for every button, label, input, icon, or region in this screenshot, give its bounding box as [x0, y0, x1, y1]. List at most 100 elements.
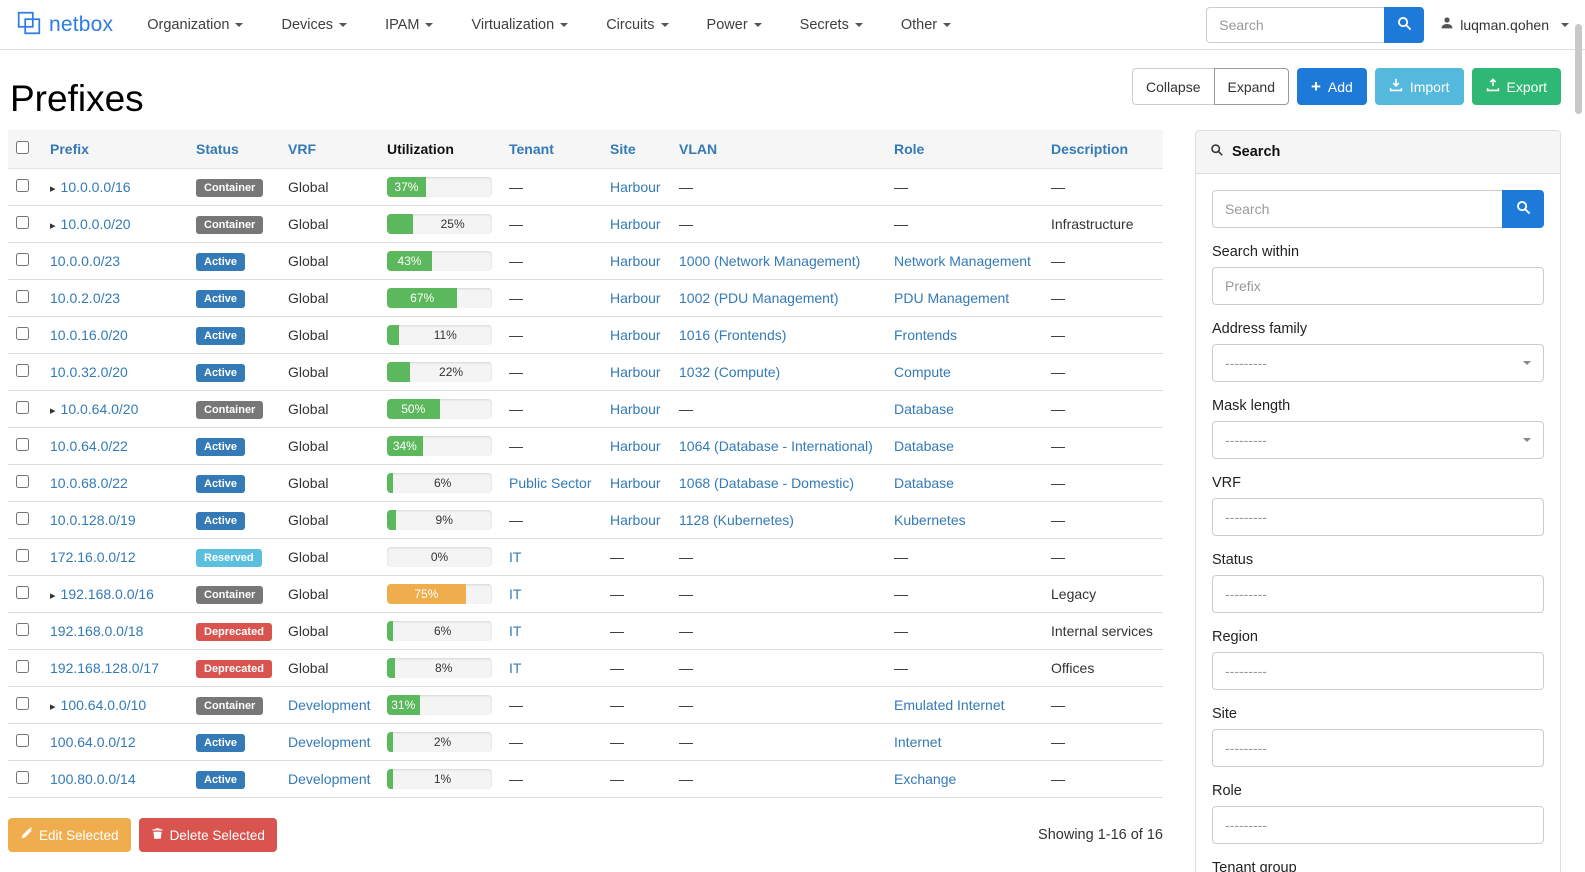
prefix-link[interactable]: 10.0.0.0/16	[60, 179, 131, 195]
netbox-logo[interactable]: netbox	[16, 10, 113, 39]
nav-item-power[interactable]: Power	[707, 17, 762, 33]
delete-selected-button[interactable]: Delete Selected	[138, 818, 277, 852]
filter-select-status[interactable]: ---------	[1212, 575, 1544, 613]
site-link[interactable]: Harbour	[610, 216, 661, 232]
prefix-link[interactable]: 172.16.0.0/12	[50, 549, 136, 565]
prefix-link[interactable]: 100.80.0.0/14	[50, 771, 136, 787]
site-link[interactable]: Harbour	[610, 438, 661, 454]
row-checkbox[interactable]	[16, 364, 29, 377]
role-link[interactable]: Database	[894, 438, 954, 454]
row-checkbox[interactable]	[16, 734, 29, 747]
site-link[interactable]: Harbour	[610, 401, 661, 417]
column-header-vlan[interactable]: VLAN	[679, 141, 718, 157]
sidebar-search-button[interactable]	[1502, 190, 1544, 228]
column-header-status[interactable]: Status	[196, 141, 239, 157]
role-link[interactable]: Frontends	[894, 327, 958, 343]
row-checkbox[interactable]	[16, 512, 29, 525]
vlan-link[interactable]: 1016 (Frontends)	[679, 327, 787, 343]
prefix-link[interactable]: 10.0.64.0/22	[50, 438, 128, 454]
prefix-link[interactable]: 10.0.16.0/20	[50, 327, 128, 343]
vlan-link[interactable]: 1000 (Network Management)	[679, 253, 861, 269]
scrollbar[interactable]	[1575, 24, 1582, 114]
row-checkbox[interactable]	[16, 327, 29, 340]
vlan-link[interactable]: 1032 (Compute)	[679, 364, 781, 380]
row-checkbox[interactable]	[16, 290, 29, 303]
role-link[interactable]: Network Management	[894, 253, 1031, 269]
add-button[interactable]: + Add	[1296, 68, 1367, 105]
user-menu[interactable]: luqman.qohen	[1440, 16, 1569, 33]
column-header-prefix[interactable]: Prefix	[50, 141, 89, 157]
row-checkbox[interactable]	[16, 771, 29, 784]
column-header-site[interactable]: Site	[610, 141, 636, 157]
filter-select-role[interactable]: ---------	[1212, 806, 1544, 844]
filter-select-region[interactable]: ---------	[1212, 652, 1544, 690]
expand-button[interactable]: Expand	[1213, 68, 1289, 105]
vlan-link[interactable]: 1064 (Database - International)	[679, 438, 873, 454]
filter-select-vrf[interactable]: ---------	[1212, 498, 1544, 536]
role-link[interactable]: Emulated Internet	[894, 697, 1005, 713]
role-link[interactable]: Compute	[894, 364, 951, 380]
prefix-link[interactable]: 10.0.2.0/23	[50, 290, 121, 306]
tenant-link[interactable]: IT	[509, 660, 522, 676]
site-link[interactable]: Harbour	[610, 512, 661, 528]
filter-select-address-family[interactable]: ---------	[1212, 344, 1544, 382]
row-checkbox[interactable]	[16, 438, 29, 451]
filter-select-site[interactable]: ---------	[1212, 729, 1544, 767]
column-header-description[interactable]: Description	[1051, 141, 1129, 157]
role-link[interactable]: Database	[894, 401, 954, 417]
nav-item-devices[interactable]: Devices	[281, 17, 348, 33]
nav-item-other[interactable]: Other	[901, 17, 952, 33]
role-link[interactable]: Kubernetes	[894, 512, 966, 528]
vrf-link[interactable]: Development	[288, 697, 371, 713]
role-link[interactable]: Database	[894, 475, 954, 491]
vlan-link[interactable]: 1068 (Database - Domestic)	[679, 475, 855, 491]
edit-selected-button[interactable]: Edit Selected	[8, 818, 131, 852]
nav-item-circuits[interactable]: Circuits	[606, 17, 669, 33]
nav-item-organization[interactable]: Organization	[147, 17, 244, 33]
vlan-link[interactable]: 1002 (PDU Management)	[679, 290, 839, 306]
site-link[interactable]: Harbour	[610, 253, 661, 269]
tenant-link[interactable]: Public Sector	[509, 475, 592, 491]
row-checkbox[interactable]	[16, 475, 29, 488]
navbar-search-input[interactable]	[1206, 6, 1385, 43]
column-header-tenant[interactable]: Tenant	[509, 141, 554, 157]
column-header-role[interactable]: Role	[894, 141, 925, 157]
role-link[interactable]: Exchange	[894, 771, 957, 787]
row-checkbox[interactable]	[16, 549, 29, 562]
nav-item-virtualization[interactable]: Virtualization	[471, 17, 569, 33]
prefix-link[interactable]: 10.0.64.0/20	[60, 401, 139, 417]
prefix-link[interactable]: 10.0.32.0/20	[50, 364, 128, 380]
collapse-button[interactable]: Collapse	[1132, 68, 1214, 105]
prefix-link[interactable]: 192.168.128.0/17	[50, 660, 159, 676]
prefix-link[interactable]: 192.168.0.0/16	[60, 586, 154, 602]
select-all-checkbox[interactable]	[16, 141, 29, 154]
nav-item-ipam[interactable]: IPAM	[385, 17, 434, 33]
prefix-link[interactable]: 10.0.128.0/19	[50, 512, 136, 528]
prefix-link[interactable]: 10.0.0.0/20	[60, 216, 131, 232]
row-checkbox[interactable]	[16, 660, 29, 673]
column-header-vrf[interactable]: VRF	[288, 141, 316, 157]
site-link[interactable]: Harbour	[610, 327, 661, 343]
filter-select-mask-length[interactable]: ---------	[1212, 421, 1544, 459]
role-link[interactable]: Internet	[894, 734, 942, 750]
import-button[interactable]: Import	[1374, 68, 1464, 105]
site-link[interactable]: Harbour	[610, 179, 661, 195]
vrf-link[interactable]: Development	[288, 734, 371, 750]
filter-input-search-within[interactable]	[1212, 267, 1544, 305]
prefix-link[interactable]: 100.64.0.0/10	[60, 697, 147, 713]
row-checkbox[interactable]	[16, 401, 29, 414]
vlan-link[interactable]: 1128 (Kubernetes)	[679, 512, 794, 528]
vrf-link[interactable]: Development	[288, 771, 371, 787]
site-link[interactable]: Harbour	[610, 475, 661, 491]
sidebar-search-input[interactable]	[1212, 190, 1502, 228]
nav-item-secrets[interactable]: Secrets	[800, 17, 863, 33]
site-link[interactable]: Harbour	[610, 290, 661, 306]
site-link[interactable]: Harbour	[610, 364, 661, 380]
navbar-search-button[interactable]	[1384, 6, 1425, 43]
row-checkbox[interactable]	[16, 216, 29, 229]
tenant-link[interactable]: IT	[509, 586, 522, 602]
row-checkbox[interactable]	[16, 697, 29, 710]
row-checkbox[interactable]	[16, 586, 29, 599]
prefix-link[interactable]: 10.0.68.0/22	[50, 475, 128, 491]
role-link[interactable]: PDU Management	[894, 290, 1010, 306]
